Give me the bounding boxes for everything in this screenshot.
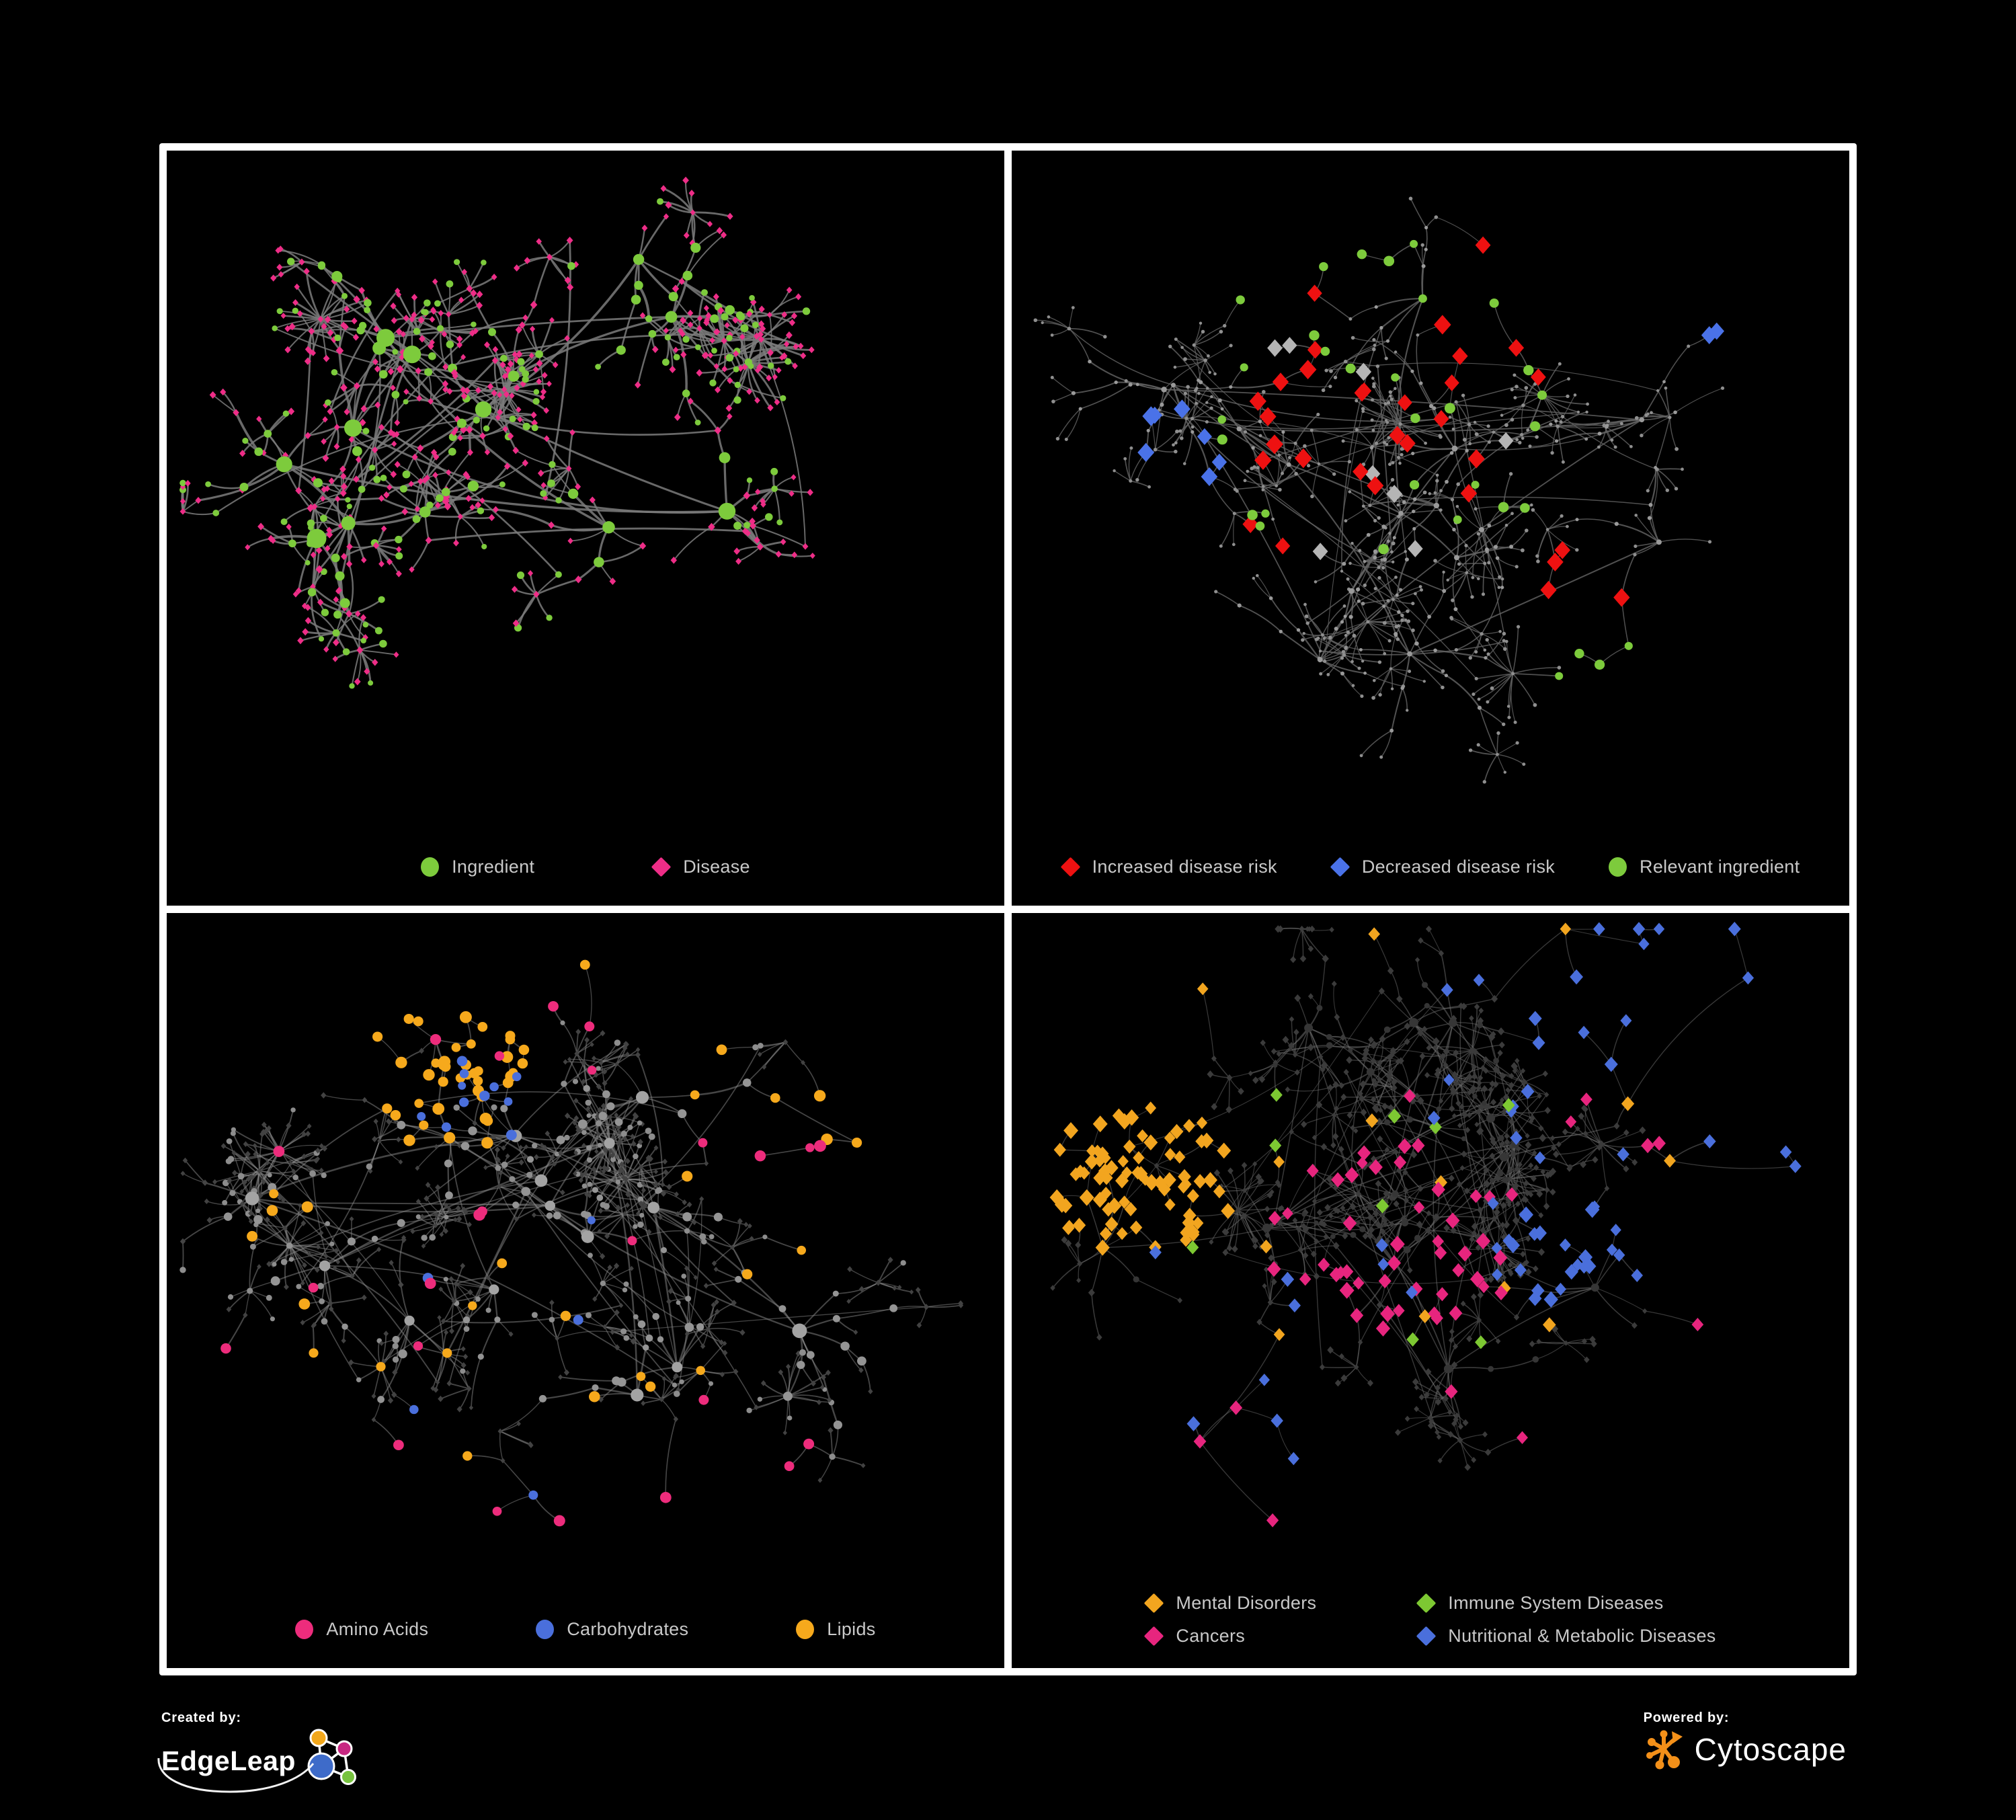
circle-marker bbox=[421, 857, 440, 877]
panel-disease-categories: Mental Disorders Immune System Diseases Ca… bbox=[1012, 913, 1849, 1668]
legend-item-carbohydrates: Carbohydrates bbox=[536, 1619, 688, 1640]
diamond-marker bbox=[651, 857, 672, 877]
cytoscape-logo-glyph bbox=[1646, 1730, 1683, 1770]
panel-disease-risk: Increased disease risk Decreased disease … bbox=[1012, 151, 1849, 906]
edgeleap-logo-glyph bbox=[307, 1729, 356, 1785]
created-by-label: Created by: bbox=[161, 1710, 241, 1725]
disease-categories-network bbox=[1049, 921, 1802, 1528]
diamond-marker bbox=[1144, 1626, 1164, 1647]
edgeleap-branding: Created by: EdgeLeap bbox=[157, 1710, 368, 1794]
disease-categories-legend: Mental Disorders Immune System Diseases Ca… bbox=[1012, 1578, 1849, 1668]
legend-item-decreased-disease-risk: Decreased disease risk bbox=[1330, 856, 1556, 877]
legend-item-relevant-ingredient: Relevant ingredient bbox=[1609, 857, 1800, 877]
legend-label: Mental Disorders bbox=[1176, 1593, 1317, 1613]
disease-risk-network bbox=[1033, 196, 1725, 784]
panel-ingredients-diseases: Ingredient Disease bbox=[167, 151, 1004, 906]
network-edges bbox=[1052, 927, 1796, 1521]
edgeleap-node-green bbox=[339, 1769, 356, 1785]
legend-item-mental-disorders: Mental Disorders bbox=[1144, 1593, 1317, 1614]
panel-macronutrient-classes: Amino Acids Carbohydrates Lipids bbox=[167, 913, 1004, 1668]
network-nodes bbox=[1033, 196, 1725, 784]
legend-item-ingredient: Ingredient bbox=[421, 857, 534, 877]
legend-label: Immune System Diseases bbox=[1448, 1593, 1664, 1613]
edgeleap-node-magenta bbox=[335, 1740, 353, 1757]
panels-grid: Ingredient Disease Increased disease risk… bbox=[159, 143, 1857, 1675]
macronutrient-classes-legend: Amino Acids Carbohydrates Lipids bbox=[167, 1599, 1004, 1668]
legend-label: Nutritional & Metabolic Diseases bbox=[1448, 1626, 1716, 1646]
cytoscape-wordmark: Cytoscape bbox=[1694, 1732, 1847, 1767]
diamond-marker bbox=[1330, 857, 1350, 877]
powered-by-label: Powered by: bbox=[1643, 1710, 1730, 1725]
macronutrient-classes-network bbox=[179, 959, 964, 1527]
diamond-marker bbox=[1060, 857, 1080, 877]
legend-item-increased-disease-risk: Increased disease risk bbox=[1060, 856, 1277, 877]
network-nodes bbox=[1049, 921, 1802, 1528]
legend-item-disease: Disease bbox=[651, 856, 750, 877]
edgeleap-node-orange bbox=[309, 1729, 328, 1747]
ingredients-diseases-legend: Ingredient Disease bbox=[167, 837, 1004, 906]
diamond-marker bbox=[1416, 1593, 1437, 1614]
cytoscape-logo: Cytoscape bbox=[1644, 1727, 1847, 1772]
legend-label: Increased disease risk bbox=[1092, 856, 1277, 877]
cytoscape-branding: Powered by: Cytoscape bbox=[1644, 1710, 1847, 1772]
disease-risk-legend: Increased disease risk Decreased disease … bbox=[1012, 837, 1849, 906]
legend-label: Decreased disease risk bbox=[1361, 856, 1556, 877]
legend-label: Carbohydrates bbox=[567, 1618, 689, 1639]
circle-marker bbox=[796, 1619, 815, 1639]
legend-label: Relevant ingredient bbox=[1640, 856, 1800, 877]
circle-marker bbox=[536, 1619, 555, 1639]
legend-item-nutritional-metabolic-diseases: Nutritional & Metabolic Diseases bbox=[1416, 1626, 1716, 1647]
legend-item-lipids: Lipids bbox=[796, 1619, 875, 1640]
legend-item-cancers: Cancers bbox=[1144, 1626, 1316, 1647]
cytoscape-glyph-nodes bbox=[1646, 1730, 1683, 1770]
legend-label: Lipids bbox=[827, 1618, 876, 1639]
network-nodes bbox=[179, 176, 815, 689]
diamond-marker bbox=[1144, 1593, 1164, 1614]
network-nodes bbox=[179, 959, 964, 1527]
edgeleap-node-blue bbox=[307, 1752, 335, 1780]
legend-item-immune-system-diseases: Immune System Diseases bbox=[1416, 1593, 1716, 1614]
circle-marker bbox=[1609, 857, 1627, 877]
network-edges bbox=[182, 964, 962, 1521]
circle-marker bbox=[295, 1619, 314, 1639]
edgeleap-wordmark: EdgeLeap bbox=[161, 1745, 296, 1776]
legend-item-amino-acids: Amino Acids bbox=[295, 1619, 428, 1640]
ingredients-diseases-network bbox=[179, 176, 815, 689]
legend-label: Disease bbox=[683, 856, 750, 877]
legend-label: Amino Acids bbox=[326, 1618, 429, 1639]
legend-label: Ingredient bbox=[452, 856, 535, 877]
legend-label: Cancers bbox=[1176, 1626, 1246, 1646]
edgeleap-logo: EdgeLeap bbox=[157, 1727, 368, 1794]
diamond-marker bbox=[1416, 1626, 1437, 1647]
